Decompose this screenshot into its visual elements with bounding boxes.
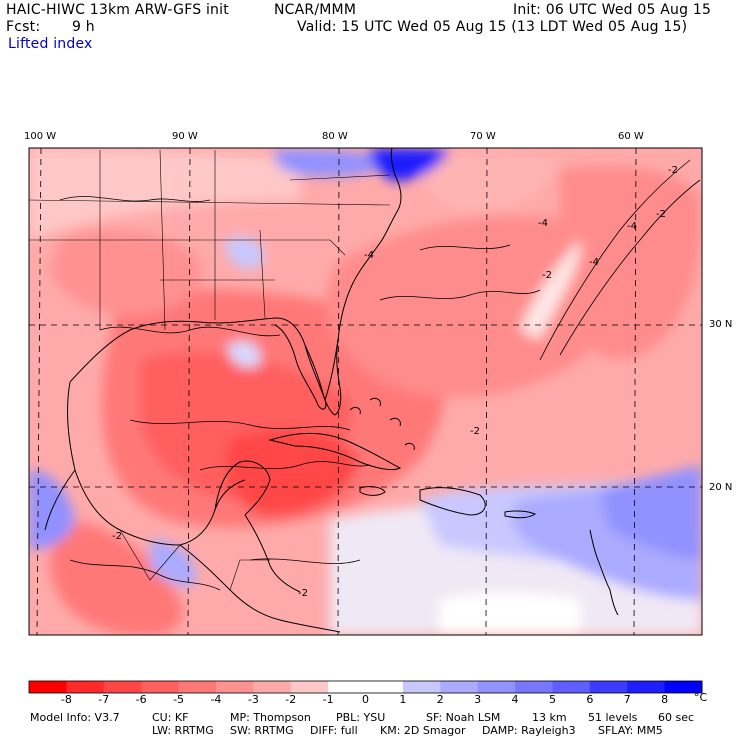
footer-model-info: Model Info: V3.7	[30, 711, 120, 724]
field-name: Lifted index	[8, 36, 93, 52]
latlon-grid	[29, 147, 702, 636]
footer-sflay: SFLAY: MM5	[598, 724, 663, 737]
colorbar-tick-label: -6	[135, 693, 147, 706]
contour-label: -2	[668, 165, 678, 176]
colorbar-swatch	[365, 681, 404, 693]
colorbar-swatch	[589, 681, 628, 693]
contour-lines	[59, 159, 701, 591]
colorbar-swatch	[328, 681, 366, 693]
map-frame	[28, 147, 703, 636]
contour-label: -4	[364, 250, 374, 261]
colorbar-tick-label: -2	[285, 693, 297, 706]
contour-label: -4	[589, 257, 599, 268]
footer-mp: MP: Thompson	[230, 711, 311, 724]
footer-timestep: 60 sec	[658, 711, 695, 724]
footer-levels: 51 levels	[588, 711, 638, 724]
footer-lw: LW: RRTMG	[152, 724, 214, 737]
contour-label: -4	[627, 221, 637, 232]
colorbar-swatch	[552, 681, 591, 693]
contour-label: -2	[298, 588, 308, 599]
colorbar-swatch	[627, 681, 666, 693]
footer-resolution: 13 km	[532, 711, 567, 724]
colorbar-swatch	[178, 681, 217, 693]
colorbar-tick-label: 3	[474, 693, 482, 706]
colorbar-tick-label: 4	[511, 693, 519, 706]
lon-label-90w: 90 W	[172, 131, 198, 142]
colorbar-tick-label: -7	[98, 693, 110, 706]
shaded-field	[29, 148, 702, 635]
colorbar-swatch	[515, 681, 553, 693]
colorbar-swatch	[66, 681, 105, 693]
lat-label-20n: 20 N	[709, 482, 733, 493]
colorbar-swatch	[440, 681, 479, 693]
contour-label: -2	[112, 531, 122, 542]
footer-cu: CU: KF	[152, 711, 189, 724]
colorbar-tick-label: 1	[399, 693, 407, 706]
colorbar-swatch	[141, 681, 180, 693]
footer-damp: DAMP: Rayleigh3	[482, 724, 576, 737]
contour-label: -4	[538, 218, 548, 229]
colorbar-tick-label: -1	[322, 693, 334, 706]
colorbar-tick-label: -8	[60, 693, 72, 706]
colorbar-tick-label: 5	[548, 693, 556, 706]
colorbar-unit: °C	[694, 691, 708, 704]
colorbar-swatch	[477, 681, 516, 693]
state-borders	[29, 149, 391, 591]
colorbar-frame	[28, 680, 703, 694]
colorbar-swatch	[253, 681, 292, 693]
colorbar-tick-label: 8	[661, 693, 669, 706]
colorbar-swatch	[215, 681, 254, 693]
forecast-label: Fcst:	[6, 19, 41, 35]
footer-sw: SW: RRTMG	[230, 724, 294, 737]
lon-label-70w: 70 W	[470, 131, 496, 142]
colorbar-tick-label: -3	[247, 693, 259, 706]
colorbar-tick-label: -5	[173, 693, 185, 706]
forecast-hour: 9 h	[72, 19, 95, 35]
footer-pbl: PBL: YSU	[336, 711, 386, 724]
contour-label: -2	[542, 270, 552, 281]
lon-label-100w: 100 W	[24, 131, 57, 142]
colorbar-swatch	[103, 681, 142, 693]
colorbar	[28, 680, 703, 694]
lat-label-30n: 30 N	[709, 319, 733, 330]
colorbar-swatch	[29, 681, 67, 693]
colorbar-swatch	[402, 681, 441, 693]
footer-km: KM: 2D Smagor	[380, 724, 466, 737]
init-time: Init: 06 UTC Wed 05 Aug 15	[513, 2, 712, 18]
contour-label: -2	[656, 209, 666, 220]
colorbar-tick-label: 2	[436, 693, 444, 706]
colorbar-tick-label: 6	[586, 693, 594, 706]
model-title: HAIC-HIWC 13km ARW-GFS init	[6, 2, 229, 18]
footer-diff: DIFF: full	[310, 724, 358, 737]
footer-sf: SF: Noah LSM	[426, 711, 501, 724]
colorbar-swatch	[290, 681, 329, 693]
lon-label-60w: 60 W	[618, 131, 644, 142]
organization: NCAR/MMM	[274, 2, 357, 18]
contour-label: -2	[470, 426, 480, 437]
valid-time: Valid: 15 UTC Wed 05 Aug 15 (13 LDT Wed …	[297, 19, 688, 35]
lon-label-80w: 80 W	[322, 131, 348, 142]
colorbar-tick-label: -4	[210, 693, 222, 706]
colorbar-tick-label: 7	[623, 693, 631, 706]
colorbar-tick-label: 0	[362, 693, 369, 706]
colorbar-swatch	[664, 681, 703, 693]
